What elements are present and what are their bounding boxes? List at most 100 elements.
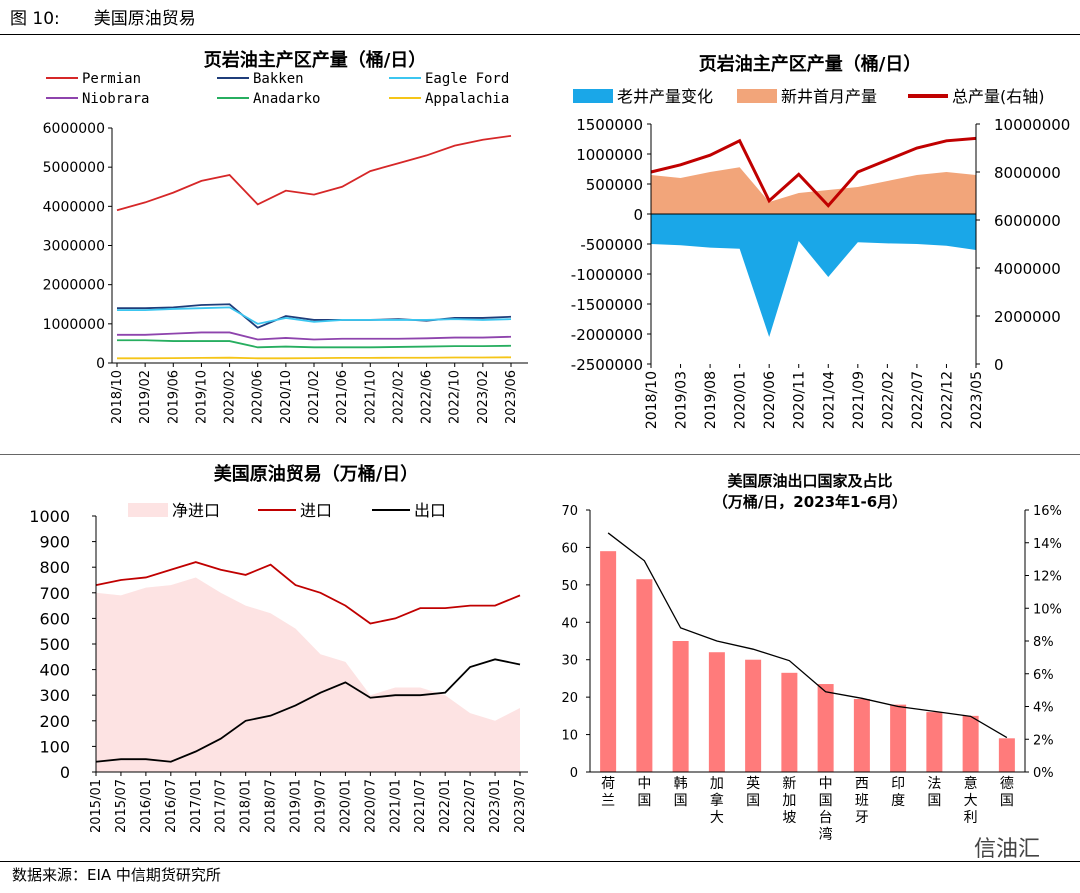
chart4-line-share bbox=[607, 532, 1008, 739]
chart2-x-tick-label: 2019/03 bbox=[674, 371, 690, 429]
chart3-line-imports bbox=[95, 561, 521, 625]
chart4-bar bbox=[998, 738, 1015, 772]
chart3-x-tick-label: 2017/07 bbox=[214, 779, 229, 833]
chart2-legend-label: 总产量(右轴) bbox=[952, 87, 1045, 106]
chart2-x-tick-label: 2021/09 bbox=[851, 371, 867, 429]
chart2-area-old-wells bbox=[651, 214, 976, 337]
chart2-y-tick-label: 500000 bbox=[586, 176, 643, 194]
chart1-x-tick-label: 2020/06 bbox=[251, 370, 266, 424]
chart1-series-eagle-ford bbox=[117, 306, 512, 325]
chart1-legend-label: Appalachia bbox=[425, 91, 509, 107]
chart1-series-permian bbox=[116, 134, 512, 212]
chart3-title: 美国原油贸易（万桶/日） bbox=[214, 463, 419, 485]
chart4-y2-tick-label: 16% bbox=[1033, 504, 1062, 519]
watermark-text: 信油汇 bbox=[974, 837, 1041, 862]
chart3-y-tick-label: 1000 bbox=[29, 507, 70, 526]
chart3-x-tick-label: 2015/07 bbox=[114, 779, 129, 833]
chart4-y2-tick-label: 12% bbox=[1033, 570, 1062, 585]
chart2-x-tick-label: 2021/04 bbox=[821, 371, 837, 429]
chart3-legend-label: 净进口 bbox=[172, 501, 220, 520]
chart2-x-tick-label: 2020/06 bbox=[762, 371, 778, 429]
chart2-y2-tick-label: 2000000 bbox=[994, 308, 1061, 326]
chart4-category-label: 中国台湾 bbox=[819, 776, 833, 843]
chart2-y2-tick-label: 0 bbox=[994, 356, 1004, 374]
chart2-x-tick-label: 2019/08 bbox=[703, 371, 719, 429]
chart1-x-tick-label: 2022/10 bbox=[448, 370, 463, 424]
chart4-y-tick-label: 0 bbox=[570, 766, 578, 781]
chart2-legend-swatch bbox=[737, 89, 777, 103]
middle-rule bbox=[0, 454, 1080, 455]
figure-title: 美国原油贸易 bbox=[93, 9, 196, 29]
chart4-category-label: 新加坡 bbox=[782, 776, 796, 826]
chart4-category-label: 韩国 bbox=[674, 776, 688, 809]
chart1-x-tick-label: 2019/02 bbox=[138, 370, 153, 424]
chart4-bar bbox=[781, 672, 798, 772]
chart1-legend-label: Permian bbox=[82, 71, 141, 87]
chart3-x-tick-label: 2022/01 bbox=[438, 779, 453, 833]
chart3-x-tick-label: 2017/01 bbox=[189, 779, 204, 833]
chart4-category-label: 法国 bbox=[927, 776, 941, 809]
chart4-category-label: 印度 bbox=[891, 776, 905, 809]
chart4-category-label: 意大利 bbox=[964, 775, 978, 826]
chart1-x-tick-label: 2021/06 bbox=[335, 370, 350, 424]
chart2-x-tick-label: 2022/07 bbox=[910, 371, 926, 429]
chart4-y-tick-label: 60 bbox=[561, 541, 578, 556]
chart3-x-tick-label: 2015/01 bbox=[89, 779, 104, 833]
chart3-x-tick-label: 2018/01 bbox=[239, 779, 254, 833]
chart2-x-tick-label: 2022/12 bbox=[939, 371, 955, 429]
chart4-y-tick-label: 40 bbox=[561, 616, 578, 631]
chart3-legend-label: 出口 bbox=[414, 501, 446, 520]
chart3-y-tick-label: 700 bbox=[39, 584, 70, 603]
chart2-x-tick-label: 2020/11 bbox=[792, 371, 808, 429]
chart4-category-label: 加拿大 bbox=[710, 776, 724, 826]
chart1-x-tick-label: 2022/02 bbox=[391, 370, 406, 424]
chart2-y-tick-label: 1500000 bbox=[576, 116, 643, 134]
chart2-x-tick-label: 2023/05 bbox=[969, 371, 985, 429]
chart3-x-tick-label: 2021/01 bbox=[388, 779, 403, 833]
chart4-y-tick-label: 50 bbox=[561, 579, 578, 594]
chart1-legend-label: Anadarko bbox=[253, 91, 320, 107]
data-source: 数据来源：EIA 中信期货研究所 bbox=[12, 866, 221, 884]
chart1-x-tick-label: 2022/06 bbox=[420, 370, 435, 424]
chart3-x-tick-label: 2019/07 bbox=[313, 779, 328, 833]
chart3-y-tick-label: 100 bbox=[39, 737, 70, 756]
chart1-series-appalachia bbox=[117, 356, 512, 360]
chart2-legend-swatch bbox=[573, 89, 613, 103]
chart4-y2-tick-label: 2% bbox=[1033, 733, 1054, 748]
chart4-bar bbox=[745, 659, 762, 772]
chart3-x-tick-label: 2020/07 bbox=[363, 779, 378, 833]
chart4-y2-tick-label: 10% bbox=[1033, 602, 1062, 617]
top-rule bbox=[0, 34, 1080, 35]
figure-number: 图 10: bbox=[10, 9, 60, 29]
chart2-legend-label: 老井产量变化 bbox=[617, 87, 713, 106]
chart1-x-tick-label: 2021/10 bbox=[363, 370, 378, 424]
chart4-bar bbox=[853, 699, 870, 772]
chart1-legend-label: Eagle Ford bbox=[425, 71, 509, 87]
chart4-y-tick-label: 70 bbox=[561, 504, 578, 519]
chart4-category-label: 西班牙 bbox=[855, 776, 869, 826]
chart4-subtitle: （万桶/日，2023年1-6月） bbox=[713, 493, 907, 511]
chart3-y-tick-label: 200 bbox=[39, 712, 70, 731]
chart1-x-tick-label: 2020/10 bbox=[279, 370, 294, 424]
chart4-y2-tick-label: 8% bbox=[1033, 635, 1054, 650]
chart-crude-trade: 美国原油贸易（万桶/日）净进口 进口 出口100090080070060050040… bbox=[29, 463, 528, 833]
chart4-category-label: 德国 bbox=[1000, 776, 1014, 809]
chart4-bar bbox=[926, 712, 943, 772]
chart4-category-label: 中国 bbox=[637, 776, 651, 809]
chart3-y-tick-label: 800 bbox=[39, 558, 70, 577]
chart2-y2-tick-label: 8000000 bbox=[994, 164, 1061, 182]
chart2-y2-tick-label: 10000000 bbox=[994, 116, 1070, 134]
chart2-x-tick-label: 2022/02 bbox=[880, 371, 896, 429]
chart2-y-tick-label: -500000 bbox=[580, 236, 643, 254]
chart1-series-bakken bbox=[117, 303, 512, 329]
chart1-x-tick-label: 2021/02 bbox=[307, 370, 322, 424]
chart3-x-tick-label: 2023/01 bbox=[488, 779, 503, 833]
chart1-series-anadarko bbox=[117, 339, 512, 349]
chart-shale-decomposition: 页岩油主产区产量（桶/日） 老井产量变化 新井首月产量 总产量(右轴) 1500000 1… bbox=[571, 53, 1071, 429]
chart1-x-tick-label: 2023/02 bbox=[476, 370, 491, 424]
chart3-x-tick-label: 2020/01 bbox=[338, 779, 353, 833]
chart4-y-tick-label: 30 bbox=[561, 654, 578, 669]
chart4-category-label: 英国 bbox=[746, 775, 760, 809]
chart1-legend-label: Niobrara bbox=[82, 91, 149, 107]
chart2-y-tick-label: -2000000 bbox=[571, 326, 643, 344]
